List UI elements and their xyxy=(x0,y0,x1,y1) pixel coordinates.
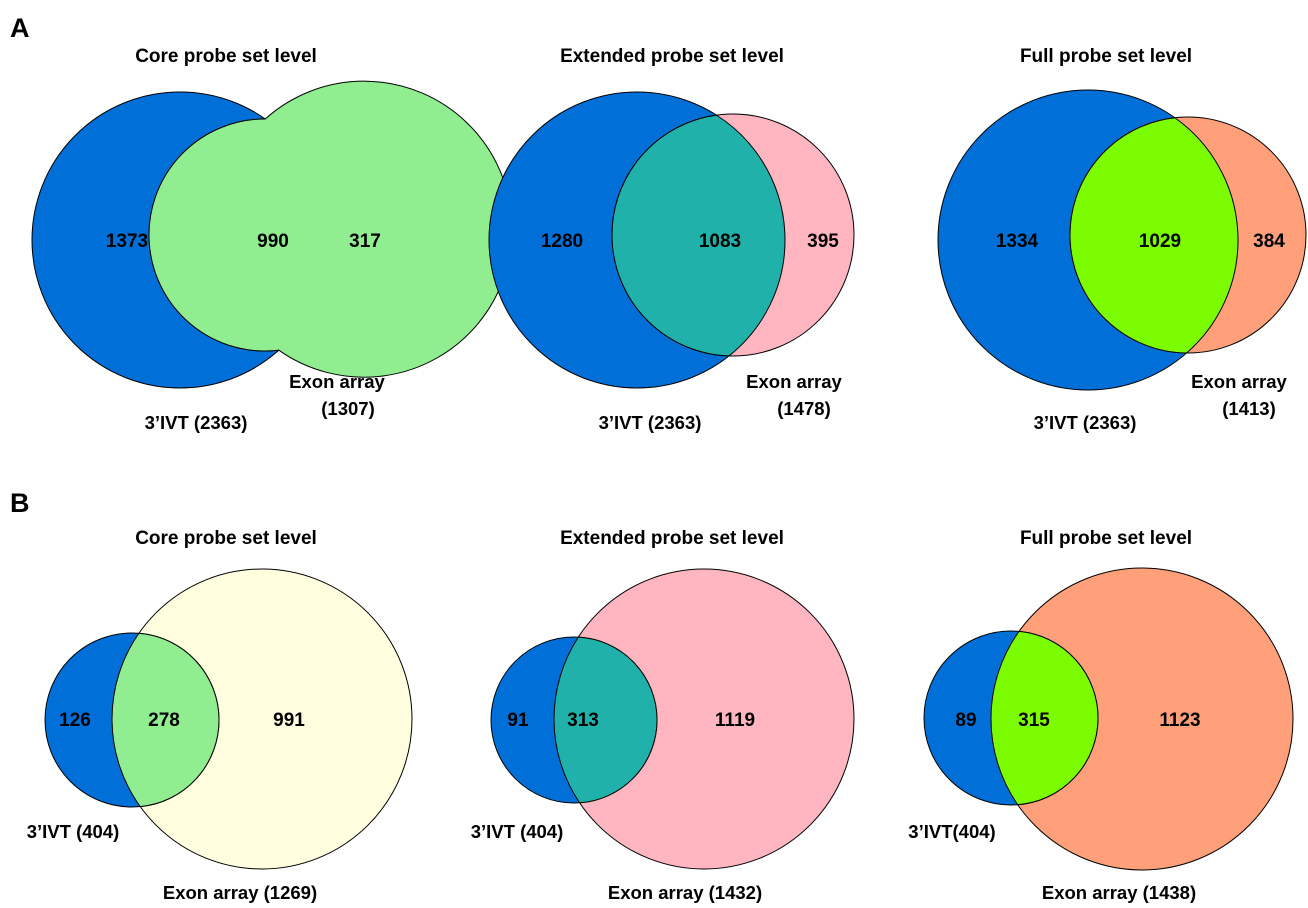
right-only-count: 395 xyxy=(807,231,839,252)
panel-b-label: B xyxy=(10,488,30,518)
overlap-region xyxy=(1069,117,1239,354)
diagram-title: Core probe set level xyxy=(135,46,317,67)
venn-a-full: Full probe set level 1334 1029 384 Exon … xyxy=(937,46,1307,433)
overlap-region xyxy=(990,630,1099,806)
right-set-count-label: (1478) xyxy=(777,398,830,419)
panel-b: B Core probe set level 126 278 991 3’IVT… xyxy=(10,488,1294,903)
venn-b-full: Full probe set level 89 315 1123 3’IVT(4… xyxy=(908,528,1294,903)
left-only-count: 1334 xyxy=(996,231,1039,252)
right-set-label: Exon array (1432) xyxy=(608,882,762,903)
left-only-count: 126 xyxy=(59,710,91,731)
overlap-region xyxy=(111,632,220,808)
left-only-count: 1373 xyxy=(106,231,148,252)
right-set-count-label: (1413) xyxy=(1222,398,1275,419)
overlap-count: 1083 xyxy=(699,231,741,252)
venn-a-core: Core probe set level 1373 990 317 Exon a… xyxy=(31,46,513,433)
right-set-count-label: (1307) xyxy=(321,398,374,419)
right-set-label: Exon array (1438) xyxy=(1042,882,1196,903)
right-set-label: Exon array xyxy=(746,371,842,392)
venn-b-extended: Extended probe set level 91 313 1119 3’I… xyxy=(471,528,855,903)
panel-a-label: A xyxy=(10,13,30,43)
panel-a: A Core probe set level 1373 990 317 Exon… xyxy=(10,13,1307,433)
right-only-count: 317 xyxy=(349,231,381,252)
right-set-label: Exon array (1269) xyxy=(163,882,317,903)
left-set-label: 3’IVT (404) xyxy=(471,821,564,842)
diagram-title: Extended probe set level xyxy=(560,528,784,549)
overlap-region xyxy=(148,80,513,378)
left-set-label: 3’IVT (2363) xyxy=(1034,412,1137,433)
diagram-title: Core probe set level xyxy=(135,528,317,549)
venn-a-extended: Extended probe set level 1280 1083 395 E… xyxy=(488,46,855,433)
left-set-label: 3’IVT (2363) xyxy=(599,412,702,433)
left-only-count: 91 xyxy=(507,710,529,731)
right-only-count: 384 xyxy=(1253,231,1285,252)
right-only-count: 991 xyxy=(273,710,305,731)
right-set-label: Exon array xyxy=(1191,371,1287,392)
diagram-title: Extended probe set level xyxy=(560,46,784,67)
diagram-title: Full probe set level xyxy=(1020,528,1192,549)
right-set-label: Exon array xyxy=(289,371,385,392)
left-set-label: 3’IVT (404) xyxy=(27,821,120,842)
overlap-count: 990 xyxy=(257,231,289,252)
left-set-label: 3’IVT (2363) xyxy=(145,412,248,433)
left-only-count: 1280 xyxy=(541,231,583,252)
right-only-count: 1123 xyxy=(1159,710,1200,731)
overlap-count: 278 xyxy=(148,710,180,731)
overlap-region xyxy=(611,114,786,357)
overlap-count: 315 xyxy=(1018,710,1050,731)
left-set-label: 3’IVT(404) xyxy=(908,821,995,842)
right-only-count: 1119 xyxy=(715,710,755,731)
overlap-count: 313 xyxy=(567,710,599,731)
venn-b-core: Core probe set level 126 278 991 3’IVT (… xyxy=(27,528,413,903)
overlap-count: 1029 xyxy=(1139,231,1181,252)
diagram-title: Full probe set level xyxy=(1020,46,1192,67)
overlap-region xyxy=(553,636,658,804)
left-only-count: 89 xyxy=(955,710,976,731)
